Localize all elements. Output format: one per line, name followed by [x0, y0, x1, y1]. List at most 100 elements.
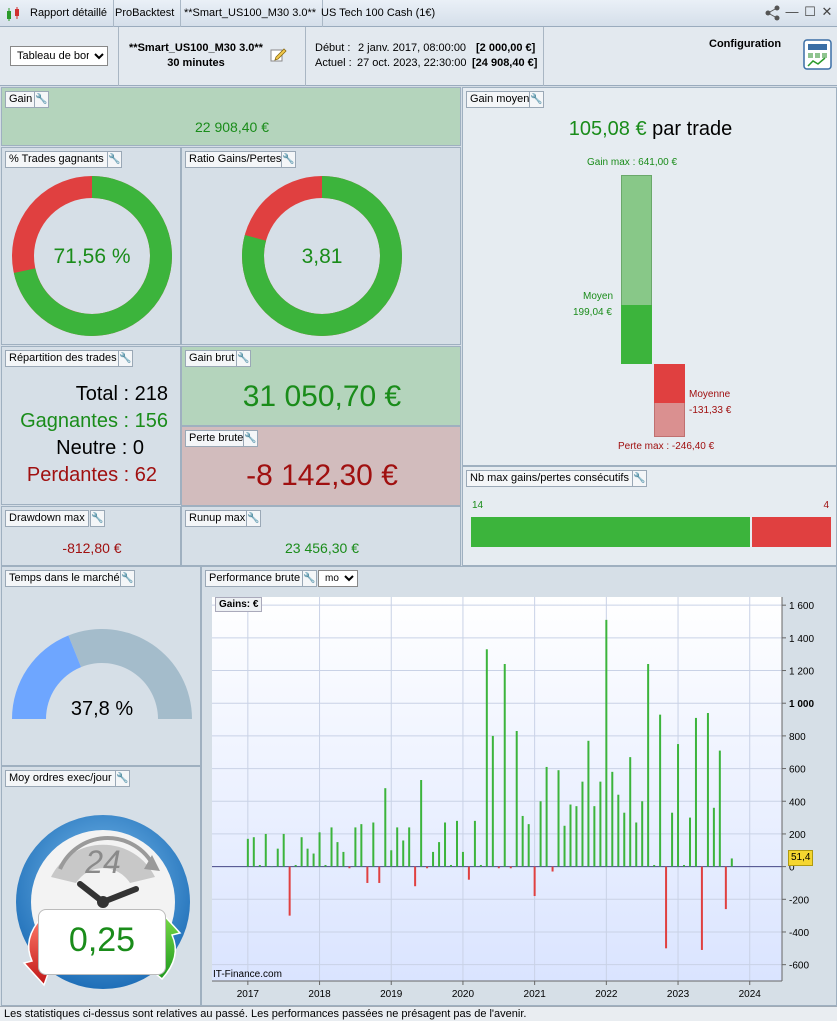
- wrench-icon[interactable]: 🔧: [107, 151, 122, 168]
- chart-bar: [689, 817, 692, 867]
- period-select[interactable]: mois: [318, 570, 358, 587]
- tab-instrument[interactable]: US Tech 100 Cash (1€): [321, 7, 436, 19]
- consecutive-wins: 14: [472, 500, 484, 511]
- chart-bar: [557, 770, 560, 867]
- configuration-icon[interactable]: [803, 39, 833, 71]
- market-time-title: Temps dans le marché: [5, 570, 124, 587]
- chart-bar: [593, 806, 596, 867]
- chart-bar: [629, 757, 632, 867]
- x-tick-label: 2017: [237, 989, 260, 1000]
- gain-title: Gain: [5, 91, 37, 108]
- y-tick-label: 0: [789, 863, 795, 874]
- y-tick-label: 600: [789, 765, 806, 776]
- x-tick-label: 2019: [380, 989, 403, 1000]
- view-select[interactable]: Tableau de bord: [10, 46, 108, 66]
- avg-loss-bar: [654, 364, 685, 403]
- chart-bar: [479, 864, 482, 867]
- y-tick-label: 1 000: [789, 699, 814, 710]
- win-rate-value: 71,56 %: [53, 245, 131, 268]
- chart-bar: [461, 851, 464, 867]
- chart-bar: [342, 851, 345, 867]
- chart-bar: [438, 842, 441, 867]
- max-gain-label: Gain max : 641,00 €: [587, 157, 678, 168]
- runup-value: 23 456,30 €: [285, 540, 359, 556]
- market-time-gauge: [12, 629, 192, 719]
- total-row: Total : 218: [76, 383, 168, 406]
- wrench-icon[interactable]: 🔧: [246, 510, 261, 527]
- chart-bar: [390, 850, 393, 867]
- orders-value-box: [38, 909, 166, 975]
- chart-bar: [336, 842, 339, 867]
- chart-bar: [455, 820, 458, 867]
- tab-report[interactable]: Rapport détaillé: [24, 0, 115, 27]
- chart-bar: [378, 866, 381, 883]
- win-rate-title: % Trades gagnants: [5, 151, 108, 168]
- winners-row: Gagnantes : 156: [20, 410, 168, 433]
- gauge-remaining-arc: [68, 629, 192, 719]
- ratio-value: 3,81: [301, 245, 343, 268]
- current-value: [24 908,40 €]: [472, 57, 538, 69]
- chart-bar: [575, 806, 578, 867]
- chart-bar: [503, 663, 506, 867]
- chart-bar: [485, 649, 488, 867]
- chart-bar: [533, 866, 536, 897]
- start-value: [2 000,00 €]: [476, 42, 536, 54]
- wrench-icon[interactable]: 🔧: [243, 430, 258, 447]
- ratio-title: Ratio Gains/Pertes: [185, 151, 286, 168]
- wrench-icon[interactable]: 🔧: [90, 510, 105, 527]
- y-tick-label: 400: [789, 797, 806, 808]
- edit-pencil-icon[interactable]: [270, 46, 287, 63]
- chart-bar: [426, 866, 429, 869]
- title-bar: Rapport détaillé ProBacktest **Smart_US1…: [0, 0, 837, 27]
- wrench-icon[interactable]: 🔧: [115, 770, 130, 787]
- share-icon[interactable]: [764, 5, 782, 21]
- chart-bar: [324, 864, 327, 867]
- chart-bar: [491, 735, 494, 867]
- gross-loss-value: -8 142,30 €: [246, 459, 398, 492]
- wrench-icon[interactable]: 🔧: [281, 151, 296, 168]
- wrench-icon[interactable]: 🔧: [236, 350, 251, 367]
- chart-bar: [569, 804, 572, 867]
- wrench-icon[interactable]: 🔧: [120, 570, 135, 587]
- minimize-icon[interactable]: —: [785, 4, 799, 19]
- chart-bar: [276, 848, 279, 867]
- wrench-icon[interactable]: 🔧: [34, 91, 49, 108]
- avg-gain-value: 105,08 €: [568, 118, 647, 140]
- chart-bar: [264, 833, 267, 867]
- avg-win-bar: [621, 305, 652, 364]
- neutral-row: Neutre : 0: [56, 437, 144, 460]
- maximize-icon[interactable]: ☐: [804, 4, 816, 19]
- x-tick-label: 2021: [524, 989, 547, 1000]
- chart-bar: [396, 827, 399, 867]
- chart-bar: [402, 840, 405, 867]
- tab-probacktest[interactable]: ProBacktest: [109, 0, 182, 27]
- x-tick-label: 2023: [667, 989, 690, 1000]
- gross-loss-title: Perte brute: [185, 430, 248, 447]
- chart-bar: [635, 822, 638, 867]
- wrench-icon[interactable]: 🔧: [632, 470, 647, 487]
- chart-bar: [694, 717, 697, 867]
- consecutive-title: Nb max gains/pertes consécutifs: [466, 470, 633, 487]
- wrench-icon[interactable]: 🔧: [302, 570, 317, 587]
- wrench-icon[interactable]: 🔧: [118, 350, 133, 367]
- chart-bar: [408, 827, 411, 867]
- avg-gain-panel: Gain moyen 🔧 105,08 € par trade Gain max…: [462, 87, 837, 466]
- wrench-icon[interactable]: 🔧: [529, 91, 544, 108]
- avg-gain-suffix: par trade: [652, 118, 733, 140]
- tab-strategy[interactable]: **Smart_US100_M30 3.0**: [178, 0, 324, 27]
- trades-title: Répartition des trades: [5, 350, 121, 367]
- consecutive-panel: Nb max gains/pertes consécutifs 🔧 14 4: [462, 466, 837, 566]
- neutral-value: 0: [132, 437, 144, 459]
- chart-bar: [551, 866, 554, 872]
- chart-bar: [515, 730, 518, 867]
- close-icon[interactable]: ✕: [821, 4, 833, 19]
- chart-bar: [682, 864, 685, 867]
- avg-gain-headline: 105,08 € par trade: [463, 118, 836, 141]
- chart-bar: [294, 864, 297, 867]
- avg-win-value: 199,04 €: [573, 307, 612, 318]
- consecutive-win-bar: [471, 517, 750, 547]
- chart-bar: [318, 832, 321, 867]
- avg-win-label: Moyen: [583, 291, 614, 302]
- gross-gain-value: 31 050,70 €: [242, 380, 402, 413]
- losers-value: 62: [134, 464, 157, 486]
